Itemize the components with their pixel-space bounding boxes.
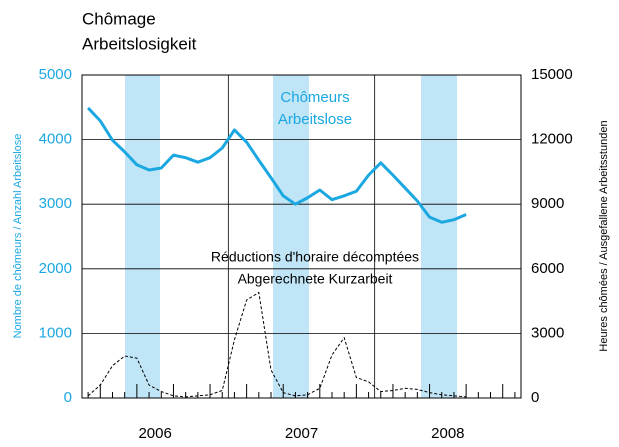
y2-tick-label: 15000 (531, 66, 573, 83)
x-tick-label: 2006 (138, 425, 171, 442)
y2-tick-label: 3000 (531, 324, 564, 341)
plot-frame (81, 74, 522, 399)
shaded-period (421, 75, 457, 398)
y-tick-label: 5000 (39, 66, 72, 83)
series-label: Arbeitslose (278, 111, 352, 128)
y2-tick-label: 6000 (531, 260, 564, 277)
y-tick-label: 2000 (39, 260, 72, 277)
y2-axis-label: Heures chômées / Ausgefallene Arbeitsstu… (598, 120, 610, 351)
y2-tick-label: 9000 (531, 195, 564, 212)
series-label: Réductions d'horaire décomptées (211, 249, 419, 265)
series-line (87, 106, 467, 224)
y-tick-label: 0 (64, 389, 72, 406)
y-axis-label: Nombre de chômeurs / Anzahl Arbeitslose (12, 134, 24, 339)
series-line (87, 291, 467, 398)
y2-tick-label: 12000 (531, 131, 573, 148)
shaded-period (273, 75, 309, 398)
series-label: Chômeurs (280, 89, 349, 106)
y-tick-label: 3000 (39, 195, 72, 212)
x-tick-label: 2008 (431, 425, 464, 442)
y-tick-label: 4000 (39, 131, 72, 148)
y2-tick-label: 0 (531, 389, 539, 406)
shaded-period (125, 75, 160, 398)
x-tick-label: 2007 (285, 425, 318, 442)
chart-subtitle: Arbeitslosigkeit (82, 34, 197, 53)
chart-title: Chômage (82, 9, 156, 28)
y-tick-label: 1000 (39, 324, 72, 341)
series-label: Abgerechnete Kurzarbeit (238, 271, 393, 287)
